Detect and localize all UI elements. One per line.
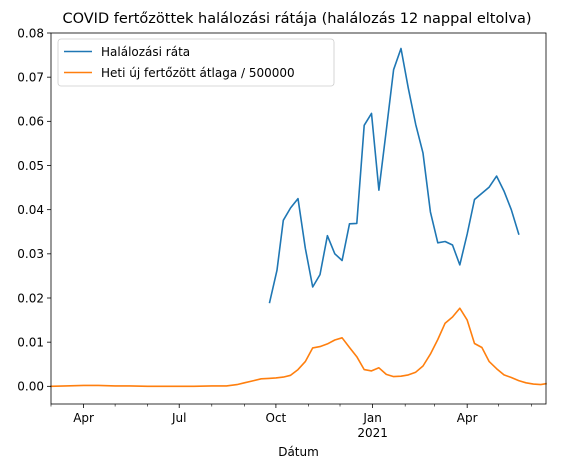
series-line-1	[268, 47, 520, 304]
y-tick-label: 0.05	[17, 159, 44, 173]
y-axis: 0.00 0.01 0.02 0.03 0.04 0.05 0.06 0.07 0.08	[17, 26, 51, 394]
plot-frame	[50, 32, 547, 405]
y-tick-label: 0.04	[17, 203, 44, 217]
chart-title: COVID fertőzöttek halálozási rátája (hal…	[62, 11, 531, 27]
legend: Halálozási ráta Heti új fertőzött átlaga …	[57, 38, 335, 87]
series-line-2	[50, 307, 547, 388]
y-tick-label: 0.00	[17, 380, 44, 394]
y-tick-label: 0.06	[17, 115, 44, 129]
y-tick-label: 0.07	[17, 70, 44, 84]
plot-area	[50, 47, 547, 388]
x-tick-label: Jul	[171, 411, 186, 425]
legend-label-2: Heti új fertőzött átlaga / 500000	[101, 66, 295, 80]
x-tick-label: Apr	[457, 411, 478, 425]
y-tick-label: 0.01	[17, 335, 44, 349]
x-tick-label: Apr	[73, 411, 94, 425]
x-tick-sublabel: 2021	[357, 426, 388, 440]
y-tick-label: 0.02	[17, 291, 44, 305]
y-tick-label: 0.08	[17, 26, 44, 40]
legend-label-1: Halálozási ráta	[101, 45, 190, 59]
x-axis-label: Dátum	[278, 445, 319, 459]
legend-box	[57, 38, 335, 87]
x-tick-label: Oct	[266, 411, 287, 425]
x-tick-label: Jan	[362, 411, 382, 425]
y-tick-label: 0.03	[17, 247, 44, 261]
